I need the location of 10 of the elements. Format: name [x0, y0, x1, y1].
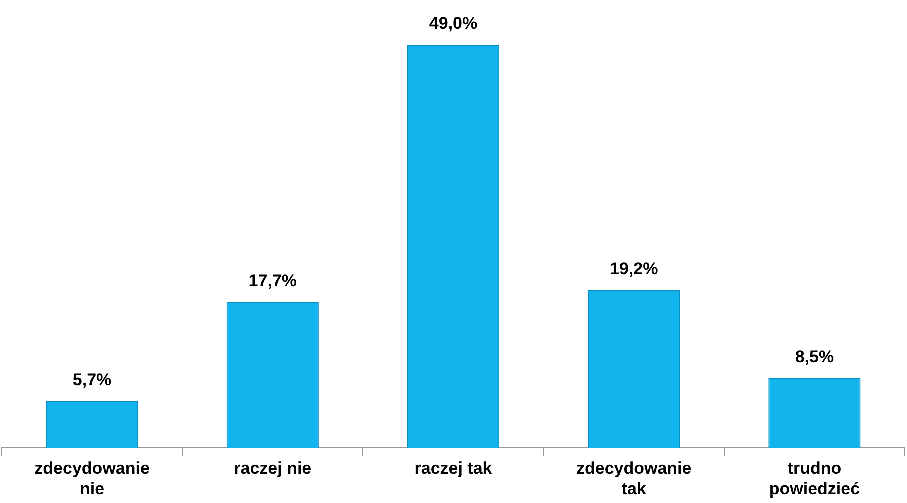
x-tick-label: trudno powiedzieć [769, 459, 860, 498]
data-label: 5,7% [72, 370, 112, 390]
data-label: 8,5% [795, 347, 834, 366]
data-label: 17,7% [248, 272, 297, 291]
data-label: 49,0% [429, 14, 478, 34]
x-tick-label: zdecydowanie nie [34, 459, 150, 498]
x-tick-label: zdecydowanie tak [576, 459, 692, 498]
data-label: 19,2% [610, 259, 658, 278]
x-tick-label: raczej tak [414, 459, 493, 478]
x-tick-label: raczej nie [234, 459, 312, 478]
